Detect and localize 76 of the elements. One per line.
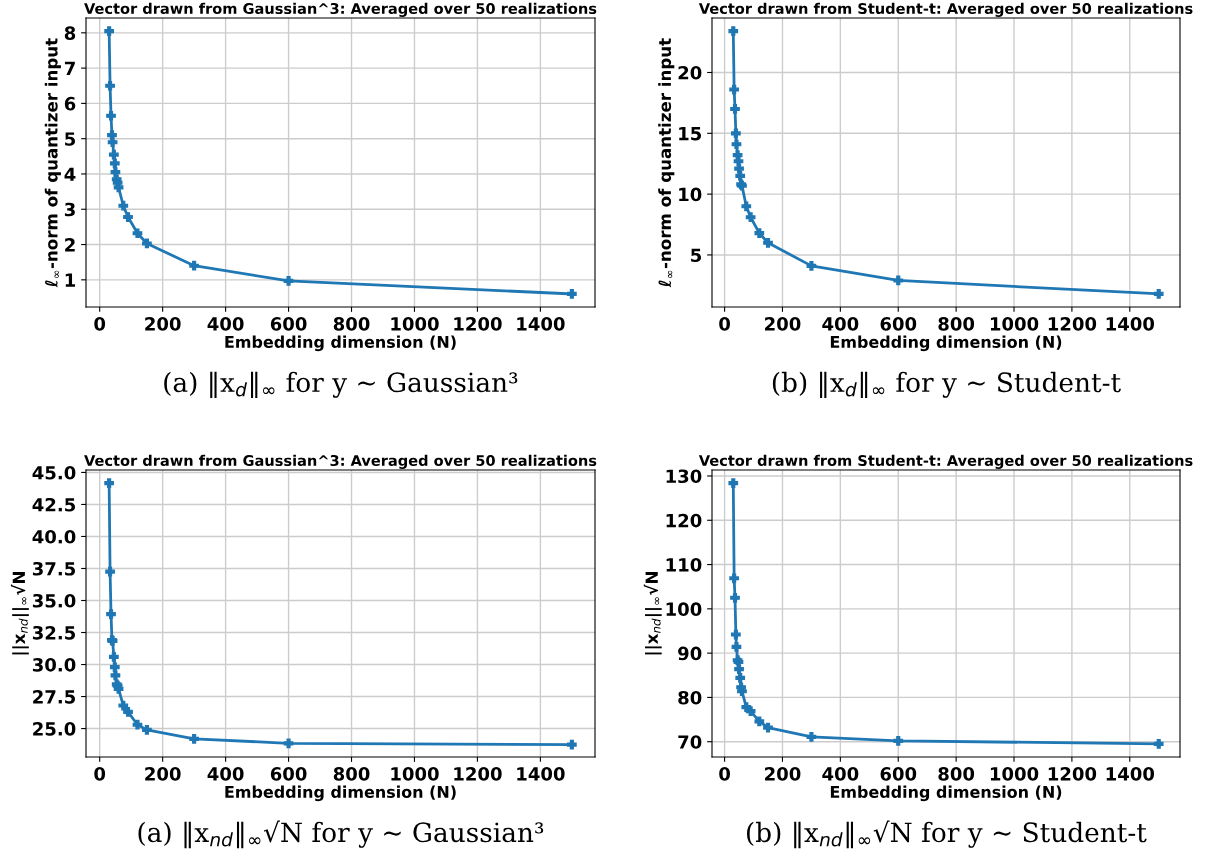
y-tick-label: 80 (678, 690, 702, 705)
x-tick-label: 400 (207, 767, 244, 781)
y-axis-title: ℓ$_{∞}$-norm of quantizer input (44, 38, 61, 288)
y-tick-label: 10 (679, 187, 702, 202)
y-tick-label: 20 (678, 65, 702, 80)
y-axis-title: ||x$_{nd}$||$_{∞}$√N (643, 572, 662, 655)
x-tick-label: 1000 (391, 317, 439, 331)
chart-title: Vector drawn from Student-t: Averaged over 50 realizations (698, 454, 1193, 469)
x-tick-label: 1400 (1106, 317, 1155, 331)
y-tick-label: 7 (64, 61, 75, 75)
chart-title: Vector drawn from Gaussian^3: Averaged over 50 realizations (84, 2, 597, 17)
x-tick-label: 1400 (1106, 767, 1155, 781)
x-tick-label: 400 (207, 317, 244, 331)
y-tick-label: 1 (65, 273, 76, 287)
x-tick-label: 400 (822, 767, 859, 781)
x-tick-label: 600 (270, 317, 307, 331)
x-axis-title: Embedding dimension (N) (830, 785, 1062, 802)
y-tick-label: 35.0 (32, 593, 76, 608)
x-tick-label: 0 (719, 317, 731, 331)
y-tick-label: 27.5 (33, 690, 76, 704)
y-tick-label: 70 (678, 735, 702, 749)
y-tick-label: 30.0 (32, 657, 76, 672)
y-tick-label: 2 (65, 238, 75, 252)
x-tick-label: 400 (822, 317, 859, 331)
x-tick-label: 800 (938, 767, 975, 781)
x-tick-label: 600 (880, 317, 917, 331)
y-tick-label: 42.5 (32, 497, 76, 512)
y-tick-label: 5 (691, 248, 702, 263)
x-tick-label: 600 (880, 767, 917, 781)
chart-title: Vector drawn from Gaussian^3: Averaged over 50 realizations (84, 454, 597, 469)
x-tick-label: 1400 (517, 767, 565, 781)
text: (a) ‖x$_{nd}$‖$_{∞}$√N for y ∼ Gaussian³ (138, 820, 544, 849)
y-tick-label: 8 (64, 26, 76, 40)
y-tick-label: 130 (666, 469, 702, 484)
y-tick-label: 32.5 (32, 625, 76, 640)
x-tick-label: 0 (94, 317, 106, 331)
y-tick-label: 4 (64, 167, 76, 181)
y-tick-label: 15 (679, 127, 702, 141)
y-tick-label: 120 (666, 513, 702, 528)
y-tick-label: 110 (666, 558, 702, 572)
y-axis-title: ||x$_{nd}$||$_{∞}$√N (10, 572, 29, 655)
x-axis-title: Embedding dimension (N) (830, 335, 1062, 352)
y-tick-label: 37.5 (32, 561, 76, 576)
x-tick-label: 200 (765, 317, 801, 331)
x-tick-label: 1200 (454, 767, 502, 781)
x-tick-label: 1000 (990, 317, 1039, 331)
x-tick-label: 0 (719, 767, 731, 781)
y-axis-title: ℓ$_{∞}$-norm of quantizer input (658, 38, 675, 288)
chart-title: Vector drawn from Student-t: Averaged over 50 realizations (698, 2, 1193, 17)
x-tick-label: 200 (145, 317, 181, 331)
x-tick-label: 600 (270, 767, 307, 781)
y-tick-label: 25.0 (33, 722, 76, 736)
x-tick-label: 1200 (454, 317, 502, 331)
text: (b) ‖x$_{nd}$‖$_{∞}$√N for y ∼ Student-t (747, 820, 1147, 849)
x-axis-title: Embedding dimension (N) (225, 335, 456, 352)
x-tick-label: 200 (145, 767, 181, 781)
text: (a) ‖x$_{d}$‖$_{∞}$ for y ∼ Gaussian³ (164, 371, 518, 399)
y-tick-label: 6 (64, 96, 76, 111)
y-tick-label: 45.0 (32, 465, 76, 480)
y-tick-label: 3 (64, 202, 75, 217)
y-tick-label: 5 (65, 132, 76, 146)
x-tick-label: 1400 (517, 317, 565, 331)
x-tick-label: 800 (333, 317, 370, 331)
y-tick-label: 90 (678, 646, 702, 661)
y-tick-label: 100 (666, 602, 702, 616)
y-tick-label: 40.0 (32, 529, 76, 544)
x-axis-title: Embedding dimension (N) (225, 785, 456, 802)
x-tick-label: 800 (333, 767, 370, 781)
x-tick-label: 0 (94, 767, 106, 781)
x-tick-label: 200 (765, 767, 801, 781)
x-tick-label: 1000 (990, 767, 1039, 781)
x-tick-label: 800 (938, 317, 975, 331)
x-tick-label: 1200 (1048, 317, 1097, 331)
x-tick-label: 1000 (391, 767, 439, 781)
text: (b) ‖x$_{d}$‖$_{∞}$ for y ∼ Student-t (772, 371, 1121, 399)
x-tick-label: 1200 (1048, 767, 1097, 781)
